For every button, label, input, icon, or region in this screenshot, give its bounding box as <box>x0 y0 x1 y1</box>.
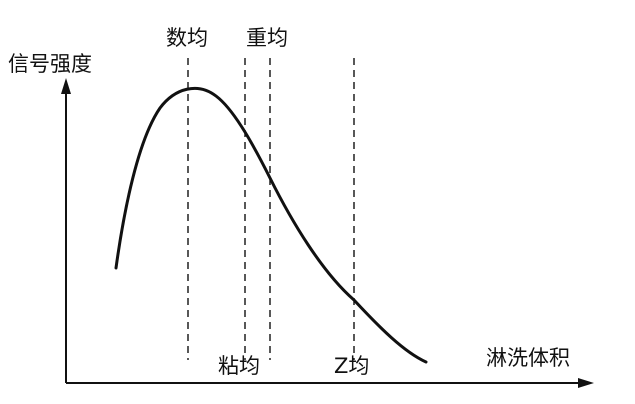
y-axis-arrow <box>61 78 71 94</box>
distribution-curve <box>114 86 428 364</box>
weight-average-label: 重均 <box>246 26 288 50</box>
viscosity-average-label: 粘均 <box>218 354 260 378</box>
y-axis-label: 信号强度 <box>8 52 92 76</box>
z-average-label: Z均 <box>334 354 370 378</box>
number-average-label: 数均 <box>166 26 208 50</box>
x-axis-arrow <box>578 378 594 388</box>
x-axis-label: 淋洗体积 <box>486 346 570 370</box>
